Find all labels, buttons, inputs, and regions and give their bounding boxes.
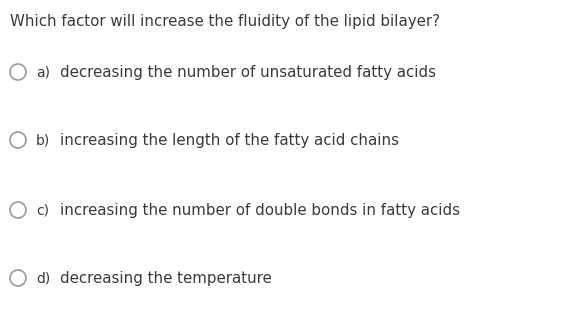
Text: increasing the length of the fatty acid chains: increasing the length of the fatty acid … — [60, 133, 399, 147]
Text: d): d) — [36, 271, 50, 285]
Circle shape — [10, 132, 26, 148]
Text: b): b) — [36, 133, 50, 147]
Circle shape — [10, 202, 26, 218]
Text: increasing the number of double bonds in fatty acids: increasing the number of double bonds in… — [60, 202, 460, 217]
Text: Which factor will increase the fluidity of the lipid bilayer?: Which factor will increase the fluidity … — [10, 14, 440, 29]
Text: decreasing the temperature: decreasing the temperature — [60, 271, 272, 285]
Text: decreasing the number of unsaturated fatty acids: decreasing the number of unsaturated fat… — [60, 64, 436, 79]
Circle shape — [10, 64, 26, 80]
Text: c): c) — [36, 203, 49, 217]
Text: a): a) — [36, 65, 50, 79]
Circle shape — [10, 270, 26, 286]
